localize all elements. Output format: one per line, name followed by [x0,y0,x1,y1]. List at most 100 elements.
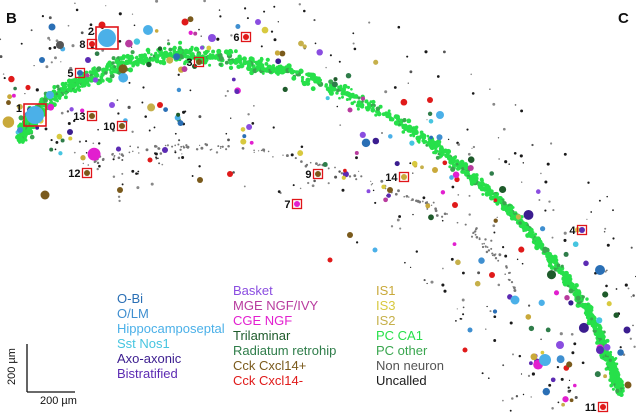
inner-cell-point [263,151,265,153]
non-neuron-cell-point [462,306,465,309]
non-neuron-cell-point [471,92,475,95]
pc-cell-point [356,107,360,111]
interneuron-point-mge-ngf-ivy [347,107,353,113]
non-neuron-cell-point [393,86,397,89]
interneuron-point-trilaminar [546,270,557,280]
interneuron-point-o-lm [436,134,443,141]
non-neuron-cell-point [166,144,169,147]
interneuron-point-cge-ngf [188,30,193,35]
inner-cell-point [113,156,115,158]
inner-cell-point [340,172,344,175]
non-neuron-cell-point [53,46,57,49]
non-neuron-cell-point [131,13,134,15]
non-neuron-cell-point [409,162,412,165]
pc-cell-point [560,264,564,268]
non-neuron-cell-point [573,342,577,346]
highlighted-cell-point-6 [243,34,249,40]
non-neuron-cell-point [54,148,57,151]
pc-cell-point [310,72,316,77]
pc-cell-point [336,88,340,93]
non-neuron-cell-point [568,379,571,382]
non-neuron-cell-point [604,227,607,230]
pc-cell-point [529,234,535,239]
non-neuron-cell-point [73,119,76,123]
interneuron-point-o-bi [492,309,498,314]
non-neuron-cell-point [48,46,52,50]
highlighted-points [26,29,606,410]
pc-cell-point [600,333,605,339]
interneuron-point-cck-cxcl14- [489,272,495,278]
pc-cell-point [534,232,538,236]
interneuron-point-basket [109,102,115,108]
pc-cell-point [595,340,600,345]
pc-cell-point [556,263,561,268]
non-neuron-cell-point [409,266,412,269]
highlight-box-8 [86,38,98,50]
pc-cell-point [422,141,426,145]
interneuron-point-basket [92,77,99,83]
inner-cell-point [486,246,489,249]
non-neuron-cell-point [191,175,194,177]
pc-cell-point [218,62,223,67]
pc-cell-point [137,60,142,64]
interneuron-point-hippocamposeptal [143,25,153,35]
pc-cell-point [57,93,63,98]
pc-cell-point [186,49,191,55]
interneuron-point-cck-cxcl14- [442,160,448,166]
pc-cell-point [256,69,259,72]
interneuron-point-axo-axonic [67,129,73,135]
interneuron-point-cck-cxcl14- [40,190,50,200]
non-neuron-cell-point [273,5,276,8]
pc-cell-point [56,84,60,89]
interneuron-point-is2 [515,214,522,220]
non-neuron-cell-point [251,122,255,125]
pc-cell-point [178,58,182,62]
interneuron-point-cck-cxcl14- [118,64,128,74]
pc-cell-point [78,79,82,84]
pc-cell-point [178,40,183,45]
non-neuron-cell-point [546,162,550,166]
non-neuron-cell-point [412,213,414,216]
pc-cell-point [305,77,311,83]
non-neuron-cell-point [630,296,633,298]
interneuron-point-radiatum-retrohip [528,325,535,332]
inner-cell-point [513,289,517,292]
inner-cell-point [485,250,489,254]
pc-cell-point [164,52,170,58]
pc-cell-point [259,56,264,61]
pc-cell-point [55,92,59,96]
highlight-boxes [23,26,609,413]
pc-cell-point [461,167,465,171]
interneuron-point-cck-cxcl14- [279,50,286,57]
inner-cell-point [510,281,514,284]
non-neuron-cell-point [550,142,553,145]
pc-cell-point [168,47,173,52]
pc-cell-point [546,251,552,257]
inner-cell-point [200,146,204,150]
interneuron-point-o-lm [235,24,241,29]
pc-cell-point [24,138,28,142]
pc-cell-point [107,77,113,83]
interneuron-point-o-bi [361,138,371,148]
interneuron-point-bistratified [231,77,236,82]
pc-cell-point [364,106,368,110]
non-neuron-cell-point [307,181,310,185]
interneuron-point-hippocamposeptal [436,111,444,119]
interneuron-point-is3 [297,150,304,157]
pc-cell-point [365,100,369,104]
pc-cell-point [435,155,440,160]
non-neuron-cell-point [492,102,496,106]
interneuron-point-trilaminar [602,291,609,298]
inner-cell-point [305,163,309,167]
non-neuron-cell-point [481,372,484,375]
non-neuron-cell-point [329,54,332,57]
pc-cell-point [584,313,588,317]
scale-bar-horizontal-label: 200 µm [40,395,77,407]
non-neuron-cell-point [67,122,71,125]
pc-cell-point [433,151,438,155]
inner-cell-point [285,154,289,158]
inner-cell-point [334,166,336,169]
inner-cell-point [96,161,100,165]
non-neuron-cell-point [455,320,457,322]
